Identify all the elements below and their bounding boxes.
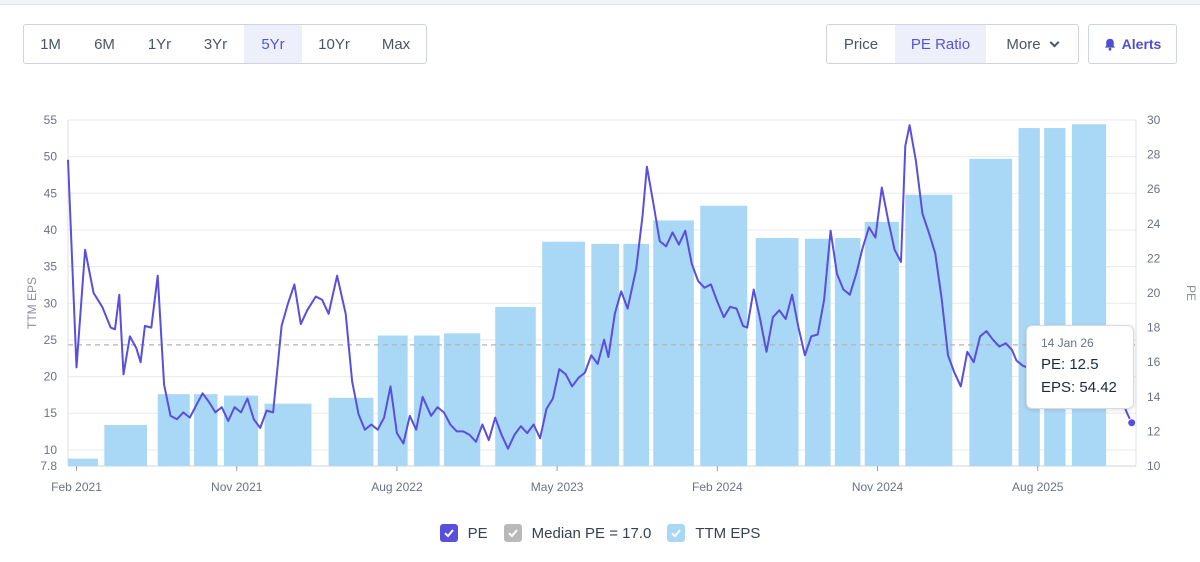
legend-item-ttm-eps[interactable]: TTM EPS: [667, 524, 760, 542]
view-selector: Price PE Ratio More: [826, 24, 1079, 64]
eps-bar[interactable]: [1044, 128, 1066, 467]
left-axis-tick-label: 40: [44, 223, 58, 237]
left-axis-tick-label: 45: [44, 186, 58, 200]
pe-line[interactable]: [67, 124, 1133, 450]
alerts-button[interactable]: Alerts: [1088, 24, 1177, 64]
range-option-6m[interactable]: 6M: [94, 35, 115, 53]
range-selector: 1M 6M 1Yr 3Yr 5Yr 10Yr Max: [23, 24, 427, 64]
tooltip-date: 14 Jan 26: [1041, 336, 1094, 350]
right-axis-tick-label: 24: [1147, 217, 1161, 231]
left-axis-title: TTM EPS: [25, 277, 39, 329]
alerts-label: Alerts: [1121, 36, 1162, 52]
legend-label-median-pe: Median PE = 17.0: [531, 524, 652, 542]
check-icon-path: [671, 529, 682, 538]
eps-bar[interactable]: [68, 458, 98, 466]
right-axis-tick-label: 30: [1147, 113, 1161, 127]
eps-bar[interactable]: [591, 243, 620, 466]
view-option-label: Price: [843, 35, 879, 53]
left-axis-tick-label: 10: [44, 443, 58, 457]
right-axis-tick-label: 28: [1147, 148, 1161, 162]
check-icon: [443, 529, 454, 538]
eps-bar[interactable]: [104, 424, 148, 466]
range-option-max[interactable]: Max: [381, 35, 411, 53]
left-axis-tick-label: 55: [44, 113, 58, 127]
x-axis-tick-label: Aug 2025: [1012, 480, 1064, 494]
check-icon-path: [507, 529, 518, 538]
left-axis-tick-label: 50: [44, 150, 58, 164]
left-axis-tick-label: 35: [44, 260, 58, 274]
right-axis-tick-label: 12: [1147, 424, 1161, 438]
eps-bar[interactable]: [414, 335, 440, 466]
eps-bar[interactable]: [443, 333, 481, 466]
left-axis-tick-label: 25: [44, 333, 58, 347]
eps-bar[interactable]: [700, 205, 748, 466]
x-axis-tick-label: Feb 2024: [692, 480, 743, 494]
check-icon: [671, 529, 682, 538]
range-option-1yr[interactable]: 1Yr: [147, 35, 172, 53]
legend-item-median-pe[interactable]: Median PE = 17.0: [503, 524, 652, 542]
right-axis-tick-label: 18: [1147, 321, 1161, 335]
eps-bar[interactable]: [623, 243, 649, 466]
x-axis-tick-label: Feb 2021: [51, 480, 102, 494]
legend-checkbox-pe[interactable]: [439, 524, 458, 542]
eps-bar[interactable]: [194, 394, 218, 466]
eps-bar[interactable]: [223, 395, 259, 466]
x-axis-tick-label: Nov 2024: [852, 480, 904, 494]
eps-bar[interactable]: [864, 221, 899, 466]
eps-bar[interactable]: [157, 394, 190, 466]
x-axis-tick-label: Nov 2021: [211, 480, 263, 494]
eps-bar[interactable]: [1071, 124, 1107, 466]
right-axis-tick-label: 22: [1147, 251, 1161, 265]
left-axis-tick-label: 15: [44, 406, 58, 420]
legend-label-pe: PE: [467, 524, 488, 542]
view-option-label: PE Ratio: [910, 35, 971, 53]
legend-checkbox-ttm-eps[interactable]: [667, 524, 686, 542]
range-option-1m[interactable]: 1M: [40, 35, 61, 53]
eps-bar[interactable]: [542, 241, 585, 466]
left-axis-tick-label: 20: [44, 370, 58, 384]
right-axis-tick-label: 14: [1147, 390, 1161, 404]
legend-item-pe[interactable]: PE: [439, 524, 488, 542]
eps-bar[interactable]: [264, 403, 312, 466]
tooltip-pe: PE: 12.5: [1041, 356, 1099, 373]
range-option-10yr[interactable]: 10Yr: [318, 35, 350, 53]
x-axis-tick-label: Aug 2022: [371, 480, 423, 494]
right-axis-tick-label: 26: [1147, 182, 1161, 196]
view-option-price[interactable]: Price: [827, 25, 895, 63]
pe-eps-chart: 7.8 10 15 20 25 30 35 40 45 50 55 10 12 14 16 18 20 22 24 2…: [25, 113, 1198, 494]
check-icon-path: [443, 529, 454, 538]
right-axis-tick-label: 16: [1147, 355, 1161, 369]
eps-bar[interactable]: [755, 238, 799, 466]
left-axis-tick-label: 7.8: [40, 459, 57, 473]
eps-bar[interactable]: [495, 306, 536, 466]
left-axis-tick-label: 30: [44, 296, 58, 310]
eps-bar[interactable]: [969, 158, 1013, 467]
view-option-pe-ratio[interactable]: PE Ratio: [895, 25, 986, 63]
check-icon: [507, 529, 518, 538]
chart-tooltip: 14 Jan 26 PE: 12.5 EPS: 54.42: [1026, 325, 1134, 409]
right-axis-tick-label: 20: [1147, 286, 1161, 300]
pe-current-point[interactable]: [1127, 418, 1137, 428]
range-option-3yr[interactable]: 3Yr: [203, 35, 228, 53]
eps-bar[interactable]: [1018, 128, 1040, 467]
range-option-5yr[interactable]: 5Yr: [244, 25, 302, 63]
x-axis-tick-label: May 2023: [531, 480, 584, 494]
chart-legend: PE Median PE = 17.0 TTM EPS: [0, 524, 1200, 542]
bell-icon: [1104, 38, 1115, 51]
view-option-more[interactable]: More: [986, 25, 1078, 63]
eps-bar[interactable]: [653, 220, 694, 466]
tooltip-eps: EPS: 54.42: [1041, 379, 1117, 396]
view-option-label: More: [1006, 35, 1041, 53]
eps-bar[interactable]: [328, 397, 374, 466]
right-axis-tick-label: 10: [1147, 459, 1161, 473]
legend-label-ttm-eps: TTM EPS: [695, 524, 761, 542]
right-axis-title: PE: [1184, 285, 1198, 301]
legend-checkbox-median-pe[interactable]: [503, 524, 522, 542]
